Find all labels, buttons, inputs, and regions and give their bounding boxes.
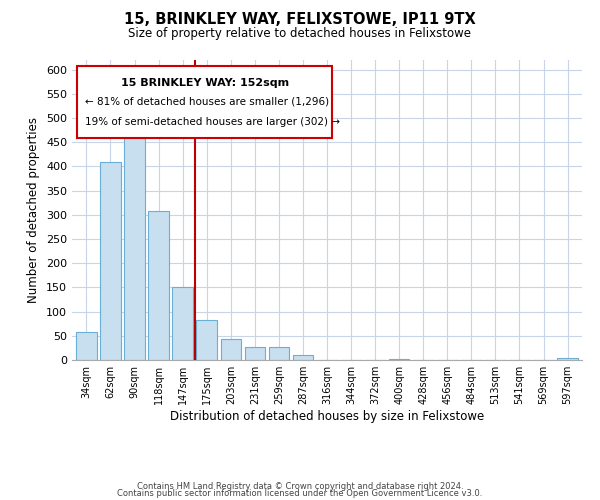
Bar bbox=[389, 358, 409, 360]
Text: ← 81% of detached houses are smaller (1,296): ← 81% of detached houses are smaller (1,… bbox=[85, 96, 329, 106]
Y-axis label: Number of detached properties: Number of detached properties bbox=[28, 117, 40, 303]
Bar bbox=[269, 348, 289, 360]
Bar bbox=[76, 332, 97, 360]
FancyBboxPatch shape bbox=[77, 66, 332, 138]
Text: 15 BRINKLEY WAY: 152sqm: 15 BRINKLEY WAY: 152sqm bbox=[121, 78, 289, 88]
Text: 19% of semi-detached houses are larger (302) →: 19% of semi-detached houses are larger (… bbox=[85, 117, 340, 127]
Text: Size of property relative to detached houses in Felixstowe: Size of property relative to detached ho… bbox=[128, 28, 472, 40]
Text: Contains public sector information licensed under the Open Government Licence v3: Contains public sector information licen… bbox=[118, 489, 482, 498]
Bar bbox=[557, 358, 578, 360]
X-axis label: Distribution of detached houses by size in Felixstowe: Distribution of detached houses by size … bbox=[170, 410, 484, 423]
Bar bbox=[172, 288, 193, 360]
Bar bbox=[293, 355, 313, 360]
Bar bbox=[196, 320, 217, 360]
Text: Contains HM Land Registry data © Crown copyright and database right 2024.: Contains HM Land Registry data © Crown c… bbox=[137, 482, 463, 491]
Bar bbox=[245, 348, 265, 360]
Bar bbox=[100, 162, 121, 360]
Text: 15, BRINKLEY WAY, FELIXSTOWE, IP11 9TX: 15, BRINKLEY WAY, FELIXSTOWE, IP11 9TX bbox=[124, 12, 476, 28]
Bar bbox=[221, 338, 241, 360]
Bar bbox=[148, 211, 169, 360]
Bar bbox=[124, 121, 145, 360]
